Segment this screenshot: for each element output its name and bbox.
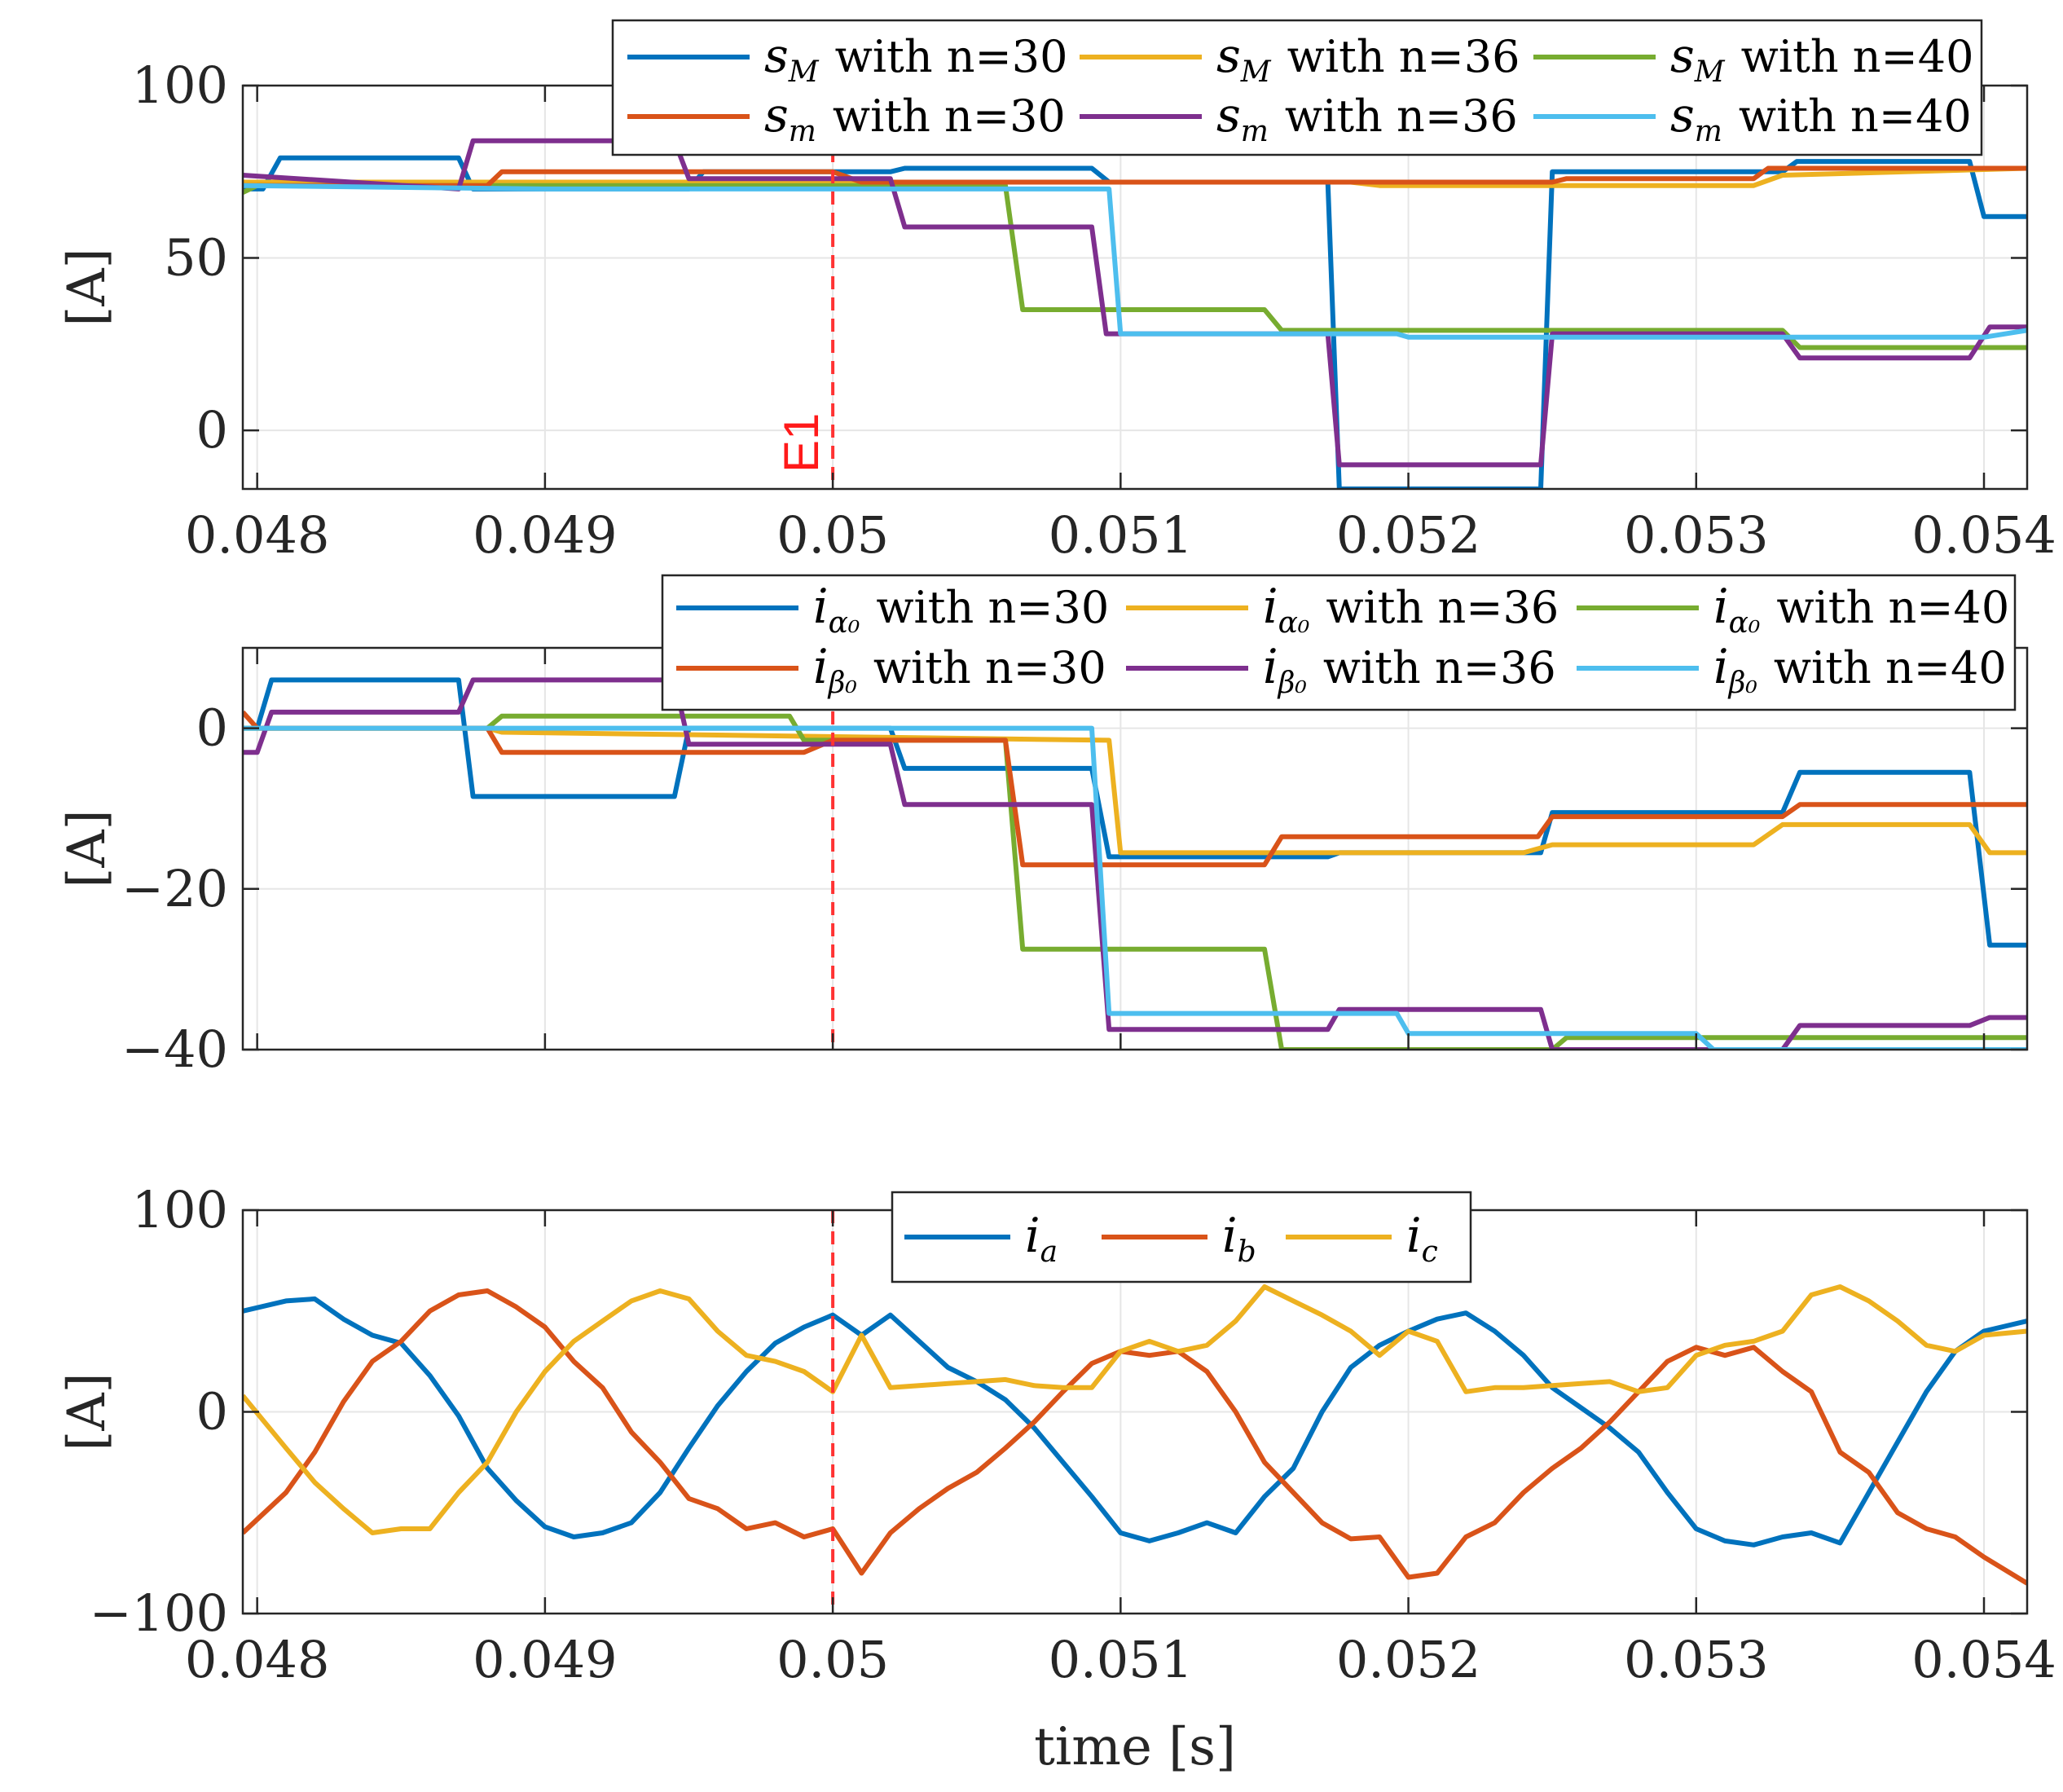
series-line-i-alpha0-with-n-30 xyxy=(243,677,2027,948)
legend-item: sM with n=36 xyxy=(1080,28,1520,89)
event-label: E1 xyxy=(774,413,829,473)
series-line-i-beta0-with-n-30 xyxy=(243,710,2027,868)
series-line-s-M-with-n-30 xyxy=(243,155,2027,489)
legend-item: iα₀ with n=36 xyxy=(1126,579,1559,640)
y-axis-label: [A] xyxy=(57,809,117,887)
x-tick-label: 0.051 xyxy=(1049,505,1194,565)
y-tick-label: 0 xyxy=(196,1382,228,1442)
y-tick-label: 50 xyxy=(164,228,228,288)
legend-label: sm with n=30 xyxy=(764,87,1066,148)
legend-label: sm with n=36 xyxy=(1216,87,1518,148)
y-tick-label: −20 xyxy=(121,859,228,918)
legend: ia ib ic xyxy=(891,1191,1472,1283)
legend-item: sm with n=36 xyxy=(1080,87,1518,148)
legend-item: sM with n=40 xyxy=(1533,28,1974,89)
y-tick-label: −40 xyxy=(121,1019,228,1079)
x-tick-label: 0.05 xyxy=(776,1630,889,1689)
series-line-i-alpha0-with-n-36 xyxy=(243,725,2027,856)
legend-label: ib xyxy=(1222,1208,1256,1269)
legend-label: sM with n=30 xyxy=(764,28,1068,89)
y-tick-label: −100 xyxy=(90,1583,228,1643)
x-tick-label: 0.052 xyxy=(1336,505,1481,565)
legend-label: iα₀ with n=36 xyxy=(1263,579,1559,640)
x-tick-label: 0.051 xyxy=(1049,1630,1194,1689)
legend-box xyxy=(661,574,2017,711)
legend-label: iβ₀ with n=30 xyxy=(813,639,1106,700)
series-line-i-b xyxy=(243,1288,2027,1586)
legend-label: iα₀ with n=30 xyxy=(813,579,1109,640)
legend-label: iα₀ with n=40 xyxy=(1713,579,2009,640)
series-line-s-m-with-n-30 xyxy=(243,165,2027,188)
x-tick-label: 0.054 xyxy=(1911,1630,2056,1689)
legend-item: ia xyxy=(904,1208,1058,1269)
series-line-i-beta0-with-n-36 xyxy=(243,677,2027,1050)
legend-label: ia xyxy=(1025,1208,1058,1269)
legend-label: sM with n=40 xyxy=(1670,28,1974,89)
y-axis-label: [A] xyxy=(57,1372,117,1451)
x-tick-label: 0.048 xyxy=(185,1630,330,1689)
y-axis-label: [A] xyxy=(57,248,117,326)
legend-item: ic xyxy=(1286,1208,1438,1269)
x-tick-label: 0.05 xyxy=(776,505,889,565)
legend-item: ib xyxy=(1102,1208,1256,1269)
legend-label: sm with n=40 xyxy=(1670,87,1972,148)
x-tick-label: 0.052 xyxy=(1336,1630,1481,1689)
legend-box xyxy=(611,19,1983,156)
panel-bottom: 0.048 0.049 0.05 0.051 0.052 0.053 0.054 −100 0 1… xyxy=(57,1180,2056,1777)
y-tick-label: 100 xyxy=(132,55,228,115)
legend-label: iβ₀ with n=36 xyxy=(1263,639,1556,700)
legend-item: sm with n=40 xyxy=(1533,87,1972,148)
legend-item: iα₀ with n=30 xyxy=(676,579,1109,640)
y-tick-label: 0 xyxy=(196,698,228,758)
y-tick-label: 100 xyxy=(132,1180,228,1239)
x-tick-label: 0.053 xyxy=(1624,505,1769,565)
series-line-i-beta0-with-n-40 xyxy=(243,725,2027,1050)
legend-item: iβ₀ with n=30 xyxy=(676,639,1106,700)
panel-middle: −40 −20 0 [A] iα₀ with n=30 iα₀ with n=36 iα₀ wit… xyxy=(57,574,2029,1079)
legend-label: sM with n=36 xyxy=(1216,28,1520,89)
x-tick-label: 0.049 xyxy=(473,505,618,565)
series-line-s-M-with-n-40 xyxy=(243,183,2027,350)
series-line-i-c xyxy=(243,1284,2027,1535)
series-line-i-a xyxy=(243,1296,2027,1548)
legend-label: iβ₀ with n=40 xyxy=(1713,639,2007,700)
series-line-s-m-with-n-40 xyxy=(243,183,2027,340)
legend-item: sm with n=30 xyxy=(627,87,1066,148)
x-tick-label: 0.054 xyxy=(1911,505,2056,565)
series-line-i-alpha0-with-n-40 xyxy=(243,713,2027,1050)
panel-top: E1 0.048 0.049 0.05 0.051 0.052 0.053 0.054 0 50 1… xyxy=(57,19,2056,565)
x-tick-label: 0.049 xyxy=(473,1630,618,1689)
x-axis-label: time [s] xyxy=(1034,1717,1236,1777)
legend-item: iβ₀ with n=40 xyxy=(1577,639,2007,700)
legend-label: ic xyxy=(1406,1208,1438,1269)
legend-item: iβ₀ with n=36 xyxy=(1126,639,1556,700)
y-tick-label: 0 xyxy=(196,400,228,460)
legend-item: sM with n=30 xyxy=(627,28,1068,89)
x-tick-label: 0.048 xyxy=(185,505,330,565)
legend-item: iα₀ with n=40 xyxy=(1577,579,2009,640)
x-tick-label: 0.053 xyxy=(1624,1630,1769,1689)
